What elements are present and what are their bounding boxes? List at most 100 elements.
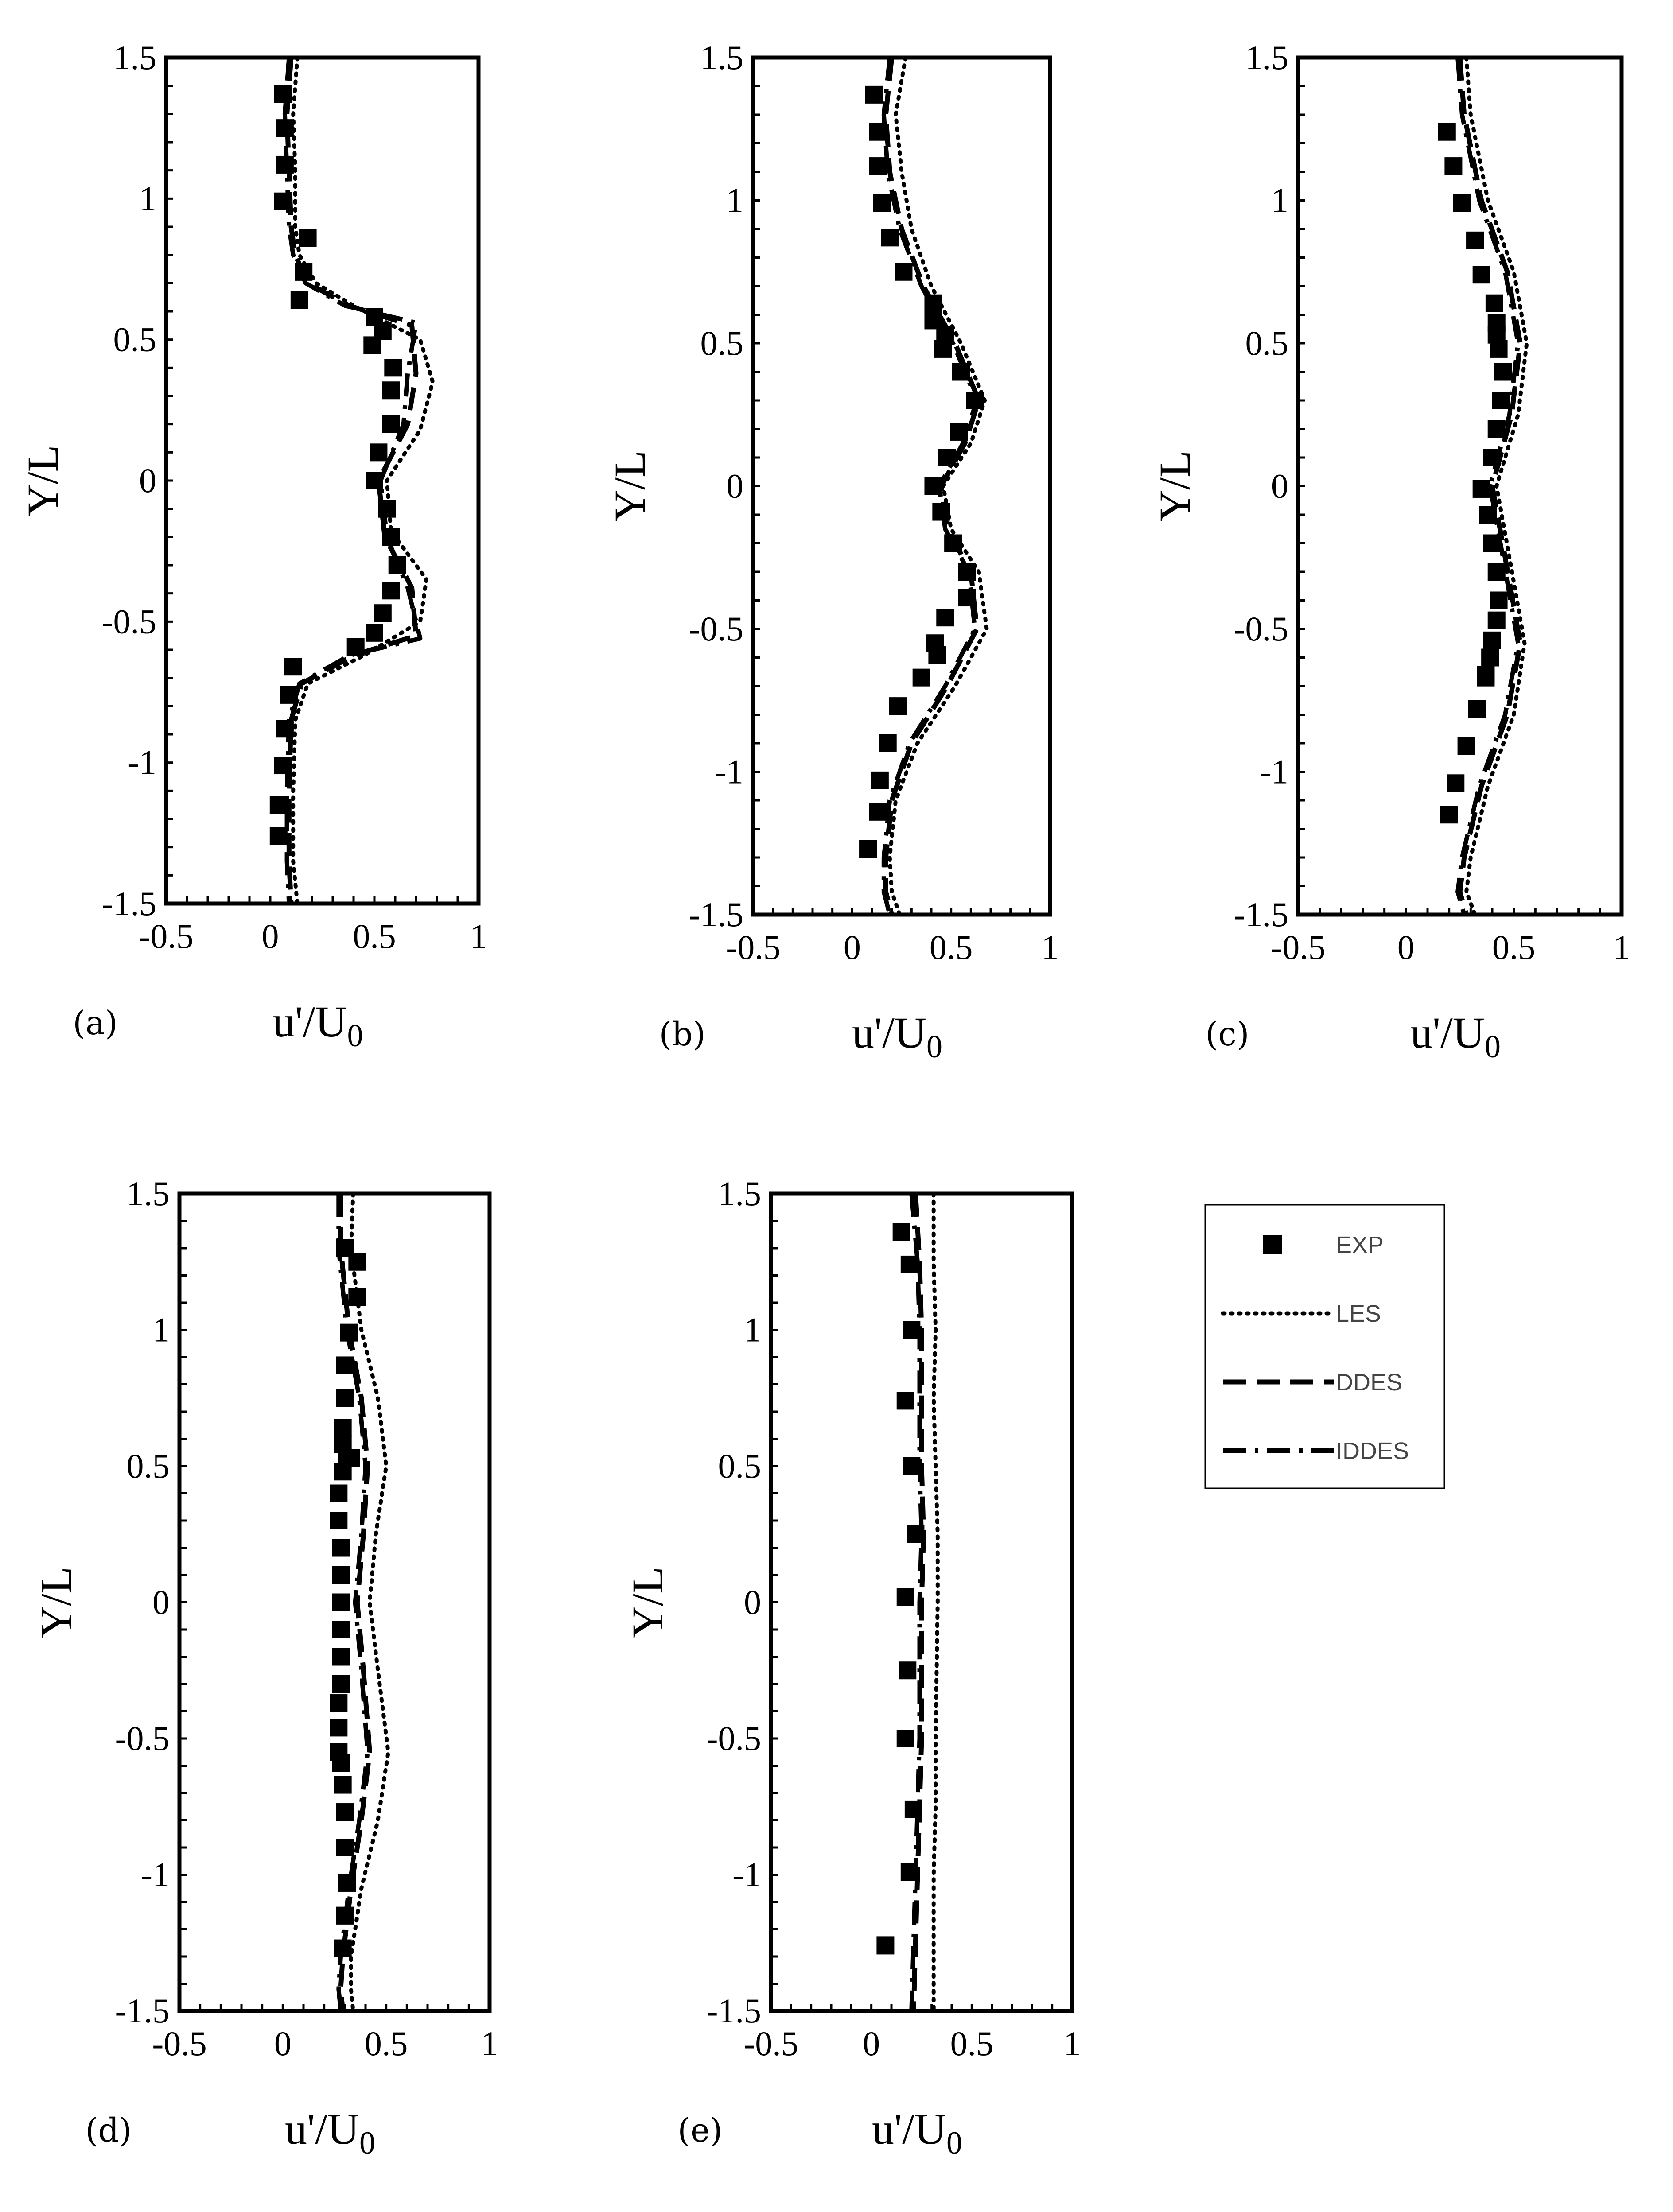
x-tick-label: -0.5 [152, 2024, 206, 2063]
y-tick-label: -1.5 [1234, 895, 1288, 934]
exp-marker [938, 449, 956, 466]
exp-marker [1494, 363, 1512, 381]
series-les-line [931, 1191, 940, 2013]
exp-marker [290, 291, 308, 309]
panel-tag: (a) [73, 1004, 118, 1042]
y-tick-label: 0 [744, 1583, 761, 1622]
panel-tag: (b) [659, 1015, 705, 1053]
y-tick-label: -1 [141, 1855, 170, 1894]
exp-marker [363, 336, 381, 354]
exp-marker [871, 771, 889, 789]
y-axis-title: Y/L [623, 1567, 672, 1638]
x-tick-label: 1 [470, 917, 487, 955]
exp-marker [382, 381, 400, 400]
exp-marker [330, 1694, 348, 1712]
exp-marker [1481, 648, 1499, 667]
y-tick-label: 1.5 [1245, 38, 1289, 77]
x-axis-title: u'/U0 [872, 2104, 962, 2161]
y-axis-title: Y/L [1150, 450, 1199, 522]
exp-marker [1483, 631, 1501, 649]
y-tick-label: 1 [1271, 181, 1288, 220]
y-axis-title: Y/L [31, 1567, 81, 1638]
exp-marker [332, 1675, 350, 1693]
x-tick-label: 0 [844, 928, 861, 966]
exp-marker [896, 1588, 914, 1606]
exp-marker [332, 1754, 350, 1772]
exp-marker [869, 157, 887, 175]
chart-panel-2: 1.510.50-0.5-1-1.5-0.5 0 0.5 1Y/Lu'/U0(b) [605, 38, 1059, 1064]
exp-marker [876, 1936, 895, 1955]
series-exp [859, 85, 984, 858]
x-tick-label: 0 [274, 2024, 292, 2063]
panel-tag: (c) [1205, 1015, 1249, 1053]
exp-marker [928, 646, 946, 664]
series-iddes-line [909, 1193, 924, 2011]
exp-marker [865, 85, 883, 104]
x-tick-label: 1 [1613, 928, 1630, 966]
y-tick-label: 1 [726, 181, 743, 220]
chart-panel-3: 1.510.50-0.5-1-1.5-0.5 0 0.5 1Y/Lu'/U0(c) [1150, 38, 1630, 1064]
y-tick-label: -0.5 [115, 1719, 170, 1758]
y-tick-label: 0.5 [718, 1447, 762, 1485]
x-tick-label: 0.5 [365, 2024, 408, 2063]
series-ddes-line [284, 57, 419, 904]
y-tick-label: 0.5 [700, 324, 744, 362]
exp-marker [859, 840, 877, 858]
y-tick-label: -1.5 [707, 1991, 761, 2030]
y-axis-title: Y/L [605, 450, 654, 522]
chart-panel-5: 1.510.50-0.5-1-1.5-0.5 0 0.5 1Y/Lu'/U0(e) [623, 1174, 1081, 2161]
exp-marker [332, 1648, 350, 1666]
y-tick-label: 1 [152, 1311, 170, 1349]
y-tick-label: -1.5 [102, 884, 156, 923]
series-les-line [349, 1191, 390, 2013]
exp-marker [879, 734, 897, 752]
exp-marker [1468, 700, 1486, 718]
exp-marker [384, 359, 402, 377]
y-tick-label: -0.5 [102, 602, 156, 640]
exp-marker [912, 668, 930, 687]
exp-marker [299, 229, 317, 247]
exp-marker [284, 658, 302, 676]
x-tick-label: 1 [1064, 2024, 1081, 2063]
exp-marker [269, 827, 288, 845]
exp-marker [334, 1463, 352, 1481]
x-tick-label: 0 [863, 2024, 880, 2063]
plot-frame [164, 55, 481, 906]
exp-marker [1444, 157, 1463, 175]
exp-marker [1466, 231, 1484, 249]
x-axis-title: u'/U0 [1410, 1008, 1501, 1064]
legend-label-les: LES [1336, 1300, 1381, 1327]
exp-marker [336, 1839, 354, 1856]
y-tick-label: -1.5 [115, 1991, 170, 2030]
exp-marker [370, 443, 388, 462]
exp-marker [330, 1719, 348, 1737]
exp-marker [334, 1419, 352, 1437]
x-tick-label: 0 [1397, 928, 1415, 966]
exp-marker [330, 1512, 348, 1529]
exp-marker [374, 604, 392, 622]
y-tick-label: -1 [128, 743, 156, 782]
series-les-line [1464, 55, 1529, 917]
series-iddes-line [881, 57, 979, 916]
legend-swatch-exp [1263, 1235, 1282, 1254]
exp-marker [1492, 392, 1510, 409]
exp-marker [269, 796, 288, 814]
exp-marker [332, 1539, 350, 1557]
x-tick-label: 0.5 [950, 2024, 994, 2063]
legend-frame [1204, 1204, 1445, 1489]
exp-marker [1485, 294, 1503, 312]
exp-marker [1438, 123, 1456, 141]
y-tick-label: 0 [726, 467, 743, 505]
x-tick-label: 1 [1042, 928, 1059, 966]
series-iddes-line [282, 57, 423, 904]
x-tick-label: 0.5 [1492, 928, 1536, 966]
exp-marker [889, 697, 907, 715]
y-tick-label: -1 [1260, 753, 1288, 791]
legend-label-exp: EXP [1336, 1232, 1384, 1258]
exp-marker [382, 415, 400, 433]
exp-marker [1490, 591, 1508, 609]
exp-marker [332, 1621, 350, 1638]
exp-marker [336, 1803, 354, 1821]
legend-entries: EXP LES DDES IDDES [1221, 1232, 1409, 1464]
y-tick-label: 1 [139, 179, 156, 217]
